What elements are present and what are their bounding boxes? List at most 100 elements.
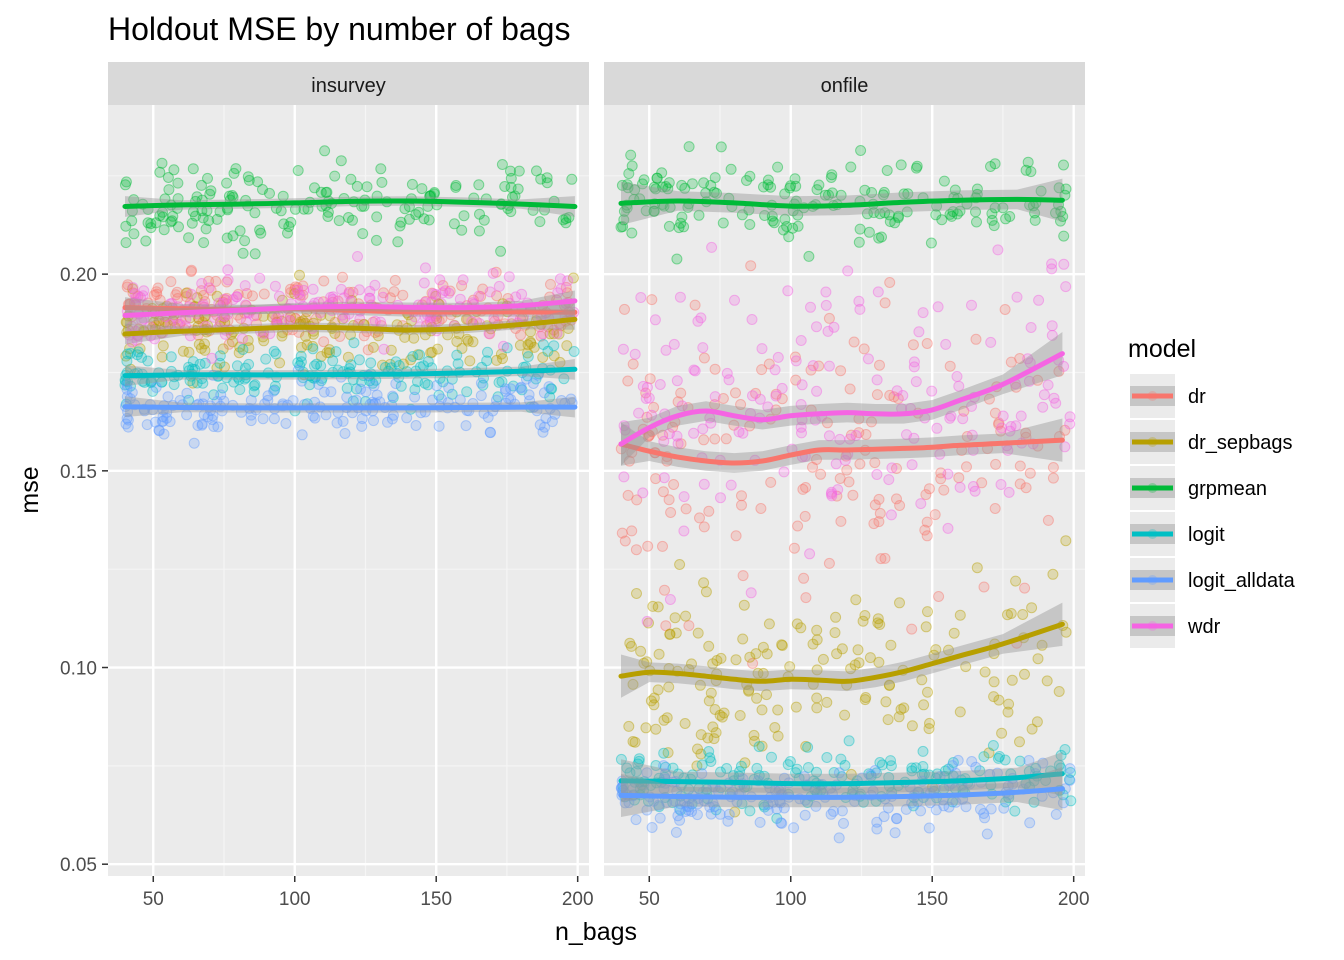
data-point	[194, 358, 206, 370]
data-point	[353, 354, 365, 366]
data-point	[142, 217, 154, 229]
data-point	[784, 756, 796, 767]
data-point	[683, 141, 695, 153]
data-point	[321, 186, 333, 198]
data-point	[371, 234, 382, 246]
data-point	[745, 587, 757, 599]
data-point	[258, 288, 270, 300]
data-point	[1060, 183, 1072, 195]
data-point	[863, 226, 875, 238]
data-point	[285, 311, 296, 323]
data-point	[622, 182, 634, 194]
data-point	[1025, 166, 1037, 178]
data-point	[617, 221, 629, 233]
data-point	[167, 210, 179, 222]
points-onfile	[615, 141, 1077, 844]
legend-key-point	[1147, 621, 1158, 631]
data-point	[648, 181, 660, 193]
data-point	[823, 360, 835, 372]
data-point	[315, 186, 327, 198]
data-point	[1065, 795, 1077, 807]
data-point	[1014, 478, 1026, 490]
data-point	[641, 615, 653, 627]
data-point	[970, 761, 982, 773]
data-point	[826, 490, 838, 502]
data-point	[310, 313, 322, 324]
data-point	[987, 740, 999, 751]
data-point	[874, 619, 886, 630]
data-point	[790, 180, 802, 192]
data-point	[892, 210, 904, 222]
data-point	[640, 393, 652, 404]
data-point	[456, 343, 468, 354]
smooth-line-dr_sepbags	[618, 621, 1065, 684]
data-point	[836, 643, 848, 655]
data-point	[154, 294, 166, 306]
smooth-line-logit_alldata	[618, 786, 1065, 800]
data-point	[974, 765, 986, 777]
data-point	[522, 347, 533, 359]
data-point	[931, 422, 943, 434]
data-point	[245, 394, 257, 406]
data-point	[790, 701, 802, 713]
data-point	[673, 803, 685, 815]
data-point	[485, 427, 496, 439]
data-point	[1064, 411, 1076, 423]
data-point	[522, 351, 534, 363]
data-point	[412, 376, 423, 388]
gridlines	[108, 105, 589, 876]
data-point	[437, 376, 449, 388]
data-point	[879, 297, 891, 309]
data-point	[505, 383, 517, 395]
data-point	[315, 351, 327, 362]
data-point	[296, 429, 308, 441]
data-point	[292, 357, 304, 369]
data-point	[966, 400, 977, 412]
data-point	[691, 809, 703, 821]
data-point	[757, 667, 769, 679]
confidence-band-dr	[621, 418, 1063, 473]
data-point	[908, 800, 919, 812]
data-point	[163, 184, 175, 196]
data-point	[505, 206, 517, 218]
legend-label-wdr: wdr	[1187, 616, 1221, 638]
confidence-band-wdr	[621, 332, 1063, 466]
data-point	[439, 285, 451, 297]
data-point	[125, 380, 136, 392]
data-point	[458, 210, 470, 222]
data-point	[643, 392, 655, 404]
data-point	[736, 499, 747, 511]
data-point	[624, 767, 636, 779]
data-point	[124, 393, 136, 405]
data-point	[254, 272, 266, 284]
data-point	[538, 387, 550, 399]
data-point	[648, 205, 660, 217]
data-point	[541, 177, 553, 189]
data-point	[748, 729, 760, 741]
data-point	[788, 542, 800, 554]
data-point	[475, 390, 487, 402]
data-point	[658, 435, 670, 447]
y-tick-label: 0.15	[60, 462, 97, 483]
data-point	[347, 214, 358, 226]
points-series-logit_alldata	[615, 754, 1076, 844]
data-point	[393, 360, 405, 371]
data-point	[709, 704, 721, 715]
y-tick-label: 0.20	[60, 265, 97, 286]
data-point	[198, 237, 210, 249]
data-point	[866, 416, 877, 428]
data-point	[667, 421, 679, 433]
data-point	[493, 376, 505, 388]
data-point	[947, 757, 959, 768]
data-point	[650, 723, 662, 735]
data-point	[656, 167, 668, 179]
data-point	[1046, 329, 1058, 341]
data-point	[266, 311, 278, 323]
data-point	[185, 288, 197, 300]
data-point	[241, 288, 253, 299]
data-point	[156, 351, 168, 363]
data-point	[185, 266, 197, 277]
data-point	[658, 472, 670, 484]
data-point	[825, 488, 837, 500]
data-point	[708, 801, 720, 813]
